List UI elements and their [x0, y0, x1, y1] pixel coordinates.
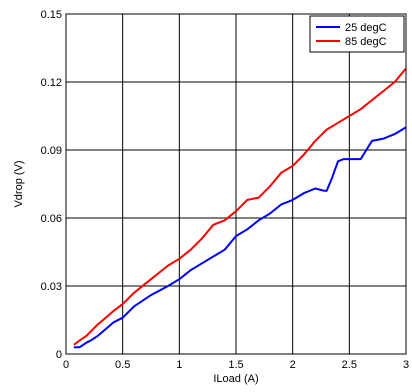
y-axis-title: Vdrop (V) [13, 160, 25, 207]
x-tick-label: 1 [176, 359, 182, 371]
legend-label: 25 degC [345, 22, 387, 34]
x-tick-label: 2 [290, 359, 296, 371]
x-axis-title: ILoad (A) [213, 373, 258, 385]
plot-frame [65, 13, 407, 355]
legend: 25 degC 85 degC [309, 15, 405, 53]
y-tick-label: 0.09 [41, 145, 62, 157]
x-tick-label: 2.5 [342, 359, 357, 371]
axis-ticks: 0 0.5 1 1.5 2 2.5 3 0 0.03 0.06 0.09 0.12 0.15 [41, 9, 409, 371]
y-tick-label: 0.15 [41, 9, 62, 21]
x-tick-label: 1.5 [228, 359, 243, 371]
series-lines [73, 67, 407, 349]
series-line-85-degc [73, 67, 407, 346]
series-line-25-degc [73, 126, 407, 349]
y-tick-label: 0 [56, 349, 62, 361]
legend-label: 85 degC [345, 36, 387, 48]
x-tick-label: 3 [403, 359, 409, 371]
legend-box [309, 15, 405, 53]
y-tick-label: 0.06 [41, 213, 62, 225]
x-tick-label: 0.5 [115, 359, 130, 371]
y-tick-label: 0.03 [41, 281, 62, 293]
x-tick-label: 0 [63, 359, 69, 371]
y-tick-label: 0.12 [41, 77, 62, 89]
